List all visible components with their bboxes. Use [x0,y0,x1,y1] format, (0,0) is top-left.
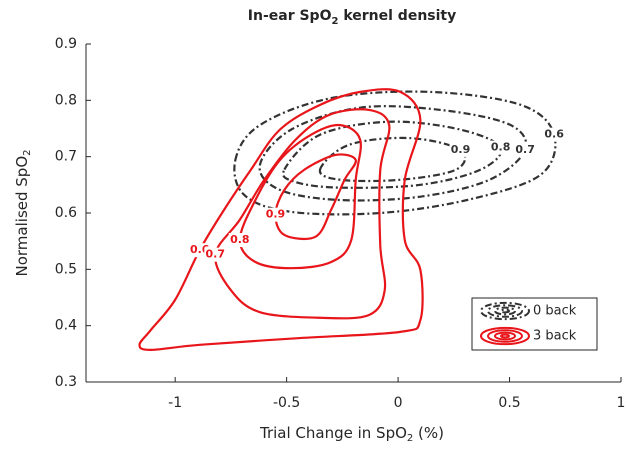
ylabel-text: Normalised SpO [13,156,31,277]
legend-swatch [500,308,510,314]
contour-label: 0.6 [544,128,564,141]
xlabel-sub: 2 [407,433,413,444]
y-axis-label: Normalised SpO2 [13,150,34,277]
contour-label: 0.8 [230,233,250,246]
ylabel-sub: 2 [22,150,33,156]
legend-swatch [500,333,510,339]
contour-label: 0.7 [515,143,535,156]
title-after: kernel density [338,8,456,24]
legend-swatch [480,326,530,346]
x-tick-label: 1 [617,395,626,411]
legend-swatch [487,304,523,318]
xlabel-after: (%) [413,424,444,442]
y-tick-label: 0.7 [55,149,77,165]
contour-label: 0.9 [266,208,286,221]
y-tick-label: 0.4 [55,318,77,334]
legend-swatch [487,329,523,343]
contour-label-bg [514,142,537,157]
legend-label: 3 back [533,329,577,344]
title-sub: 2 [331,16,338,27]
contour-label-bg [489,140,512,155]
y-tick-label: 0.9 [55,36,77,52]
legend-swatch [494,331,516,341]
contour-label: 0.8 [491,141,511,154]
contour-label-bg [228,233,251,248]
contour-line [138,88,424,351]
x-tick-label: -1 [168,395,182,411]
contour-label-bg [204,247,227,262]
legend-box [471,297,598,351]
contour-label: 0.9 [451,143,471,156]
y-tick-label: 0.6 [55,205,77,221]
title-text: In-ear SpO [248,8,332,24]
legend-label: 0 back [533,304,577,319]
legend-swatch [494,306,516,316]
contour-line [238,123,362,270]
y-tick-label: 0.5 [55,261,77,277]
y-tick-label: 0.3 [55,374,77,390]
y-tick-label: 0.8 [55,92,77,108]
legend-swatch [480,301,530,321]
contour-label-bg [449,142,472,157]
contour-label: 0.7 [206,248,226,261]
contour-label-bg [543,127,566,142]
contour-line [274,153,357,241]
contour-line [282,120,503,189]
chart-title: In-ear SpO2 kernel density [248,8,456,27]
x-tick-label: 0 [394,395,403,411]
x-tick-label: 0.5 [498,395,520,411]
contour-label-bg [264,207,287,222]
contour-line [318,136,467,183]
contour-line [233,90,557,216]
x-tick-label: -0.5 [273,395,300,411]
xlabel-text: Trial Change in SpO [259,424,407,442]
x-axis-label: Trial Change in SpO2 (%) [259,424,444,445]
